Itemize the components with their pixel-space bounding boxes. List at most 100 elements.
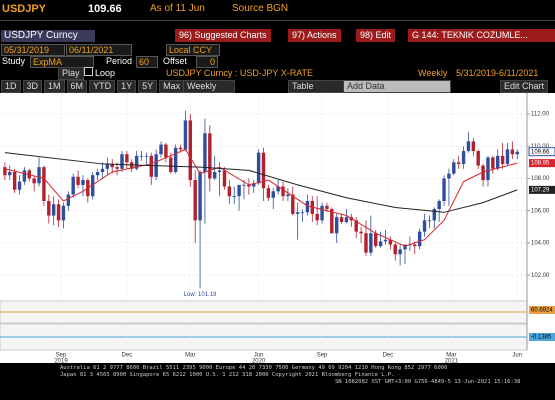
candle-body <box>291 194 295 214</box>
candle-body <box>466 141 471 152</box>
range-button[interactable]: 3D <box>22 80 43 93</box>
y-tick-label: 106.00 <box>531 208 550 214</box>
x-tick-label: Sep <box>317 353 328 359</box>
table[interactable]: Table <box>288 80 344 93</box>
candle-body <box>500 155 505 164</box>
candle-body <box>56 204 61 221</box>
candle-body <box>413 244 417 247</box>
footer-line: Japan 81 3 4565 8900 Singapore 65 6212 1… <box>60 372 395 378</box>
candle-body <box>198 171 202 221</box>
candle-body <box>178 147 183 150</box>
add-data[interactable]: Add Data <box>343 80 451 93</box>
currency[interactable]: Local CCY <box>166 44 220 56</box>
edit[interactable]: 98) Edit <box>356 29 396 42</box>
candle-body <box>120 154 124 169</box>
candle-body <box>261 152 266 189</box>
y-tick-label: 104.00 <box>531 241 550 247</box>
candle-body <box>378 241 383 247</box>
x-tick-label: Mar <box>185 353 195 359</box>
x-tick-label: Dec <box>122 353 133 359</box>
launchpad[interactable]: G 144: TEKNIK COZUMLE... <box>408 29 555 42</box>
candle-body <box>144 155 149 157</box>
candle-body <box>417 231 422 247</box>
candle-body <box>47 201 51 216</box>
x-tick-label: Jun <box>254 353 264 359</box>
annotation: Low: 101.19 <box>184 292 217 298</box>
indicator-label: -0.1385 <box>531 335 552 341</box>
candle-body <box>330 209 334 234</box>
candle-body <box>212 171 217 179</box>
candle-body <box>256 152 261 184</box>
loop[interactable]: Loop <box>84 67 115 79</box>
range-button[interactable]: Max <box>159 80 185 93</box>
y-tick-label: 102.00 <box>531 273 550 279</box>
x-tick-label: Mar <box>446 353 456 359</box>
candle-body <box>432 209 436 221</box>
candle-body <box>461 151 466 164</box>
candle-body <box>71 176 75 195</box>
range-button[interactable]: YTD <box>89 80 116 93</box>
candle-body <box>37 167 41 184</box>
candle-body <box>8 171 12 176</box>
candle-body <box>286 194 290 197</box>
candle-body <box>76 176 80 185</box>
candle-body <box>110 163 114 168</box>
range-button[interactable]: 6M <box>66 80 88 93</box>
candle-body <box>325 205 329 210</box>
y-tick-label: 108.00 <box>531 176 550 182</box>
range-button[interactable]: 1D <box>1 80 21 93</box>
candle-body <box>437 201 441 210</box>
frequency[interactable]: Weekly <box>183 80 235 93</box>
candle-body <box>374 233 378 247</box>
candle-body <box>81 180 85 185</box>
candle-body <box>188 120 193 181</box>
candle-body <box>471 141 476 152</box>
range-button[interactable]: 5Y <box>138 80 158 93</box>
candle-body <box>305 201 310 213</box>
play[interactable]: Play <box>58 67 84 80</box>
period[interactable]: 60 <box>136 56 158 68</box>
offset[interactable]: 0 <box>196 56 218 68</box>
candle-body <box>51 204 56 216</box>
candle-body <box>217 170 222 172</box>
candle-body <box>334 217 339 234</box>
candle-body <box>91 175 95 197</box>
edit-chart[interactable]: Edit Chart <box>500 80 549 93</box>
footer-line: Australia 61 2 9777 8600 Brazil 5511 239… <box>60 365 448 371</box>
value-tag-label: 107.29 <box>531 187 550 193</box>
candle-body <box>61 205 66 221</box>
candle-body <box>403 244 407 250</box>
candle-body <box>427 220 432 222</box>
candle-body <box>295 212 300 214</box>
moving-average <box>4 152 518 213</box>
candle-body <box>159 144 163 155</box>
range-button[interactable]: 1M <box>44 80 65 93</box>
security-field[interactable]: USDJPY Curncy <box>1 30 95 42</box>
candle-body <box>252 183 256 187</box>
ticker: USDJPY <box>2 3 47 15</box>
checkbox[interactable] <box>84 67 93 76</box>
study-label: Study <box>2 56 26 66</box>
candle-body <box>193 180 197 221</box>
candle-body <box>149 155 153 177</box>
value-tag <box>529 333 555 341</box>
start-date[interactable]: 05/31/2019 <box>1 44 65 56</box>
candle-body <box>276 186 280 192</box>
candle-body <box>22 170 27 182</box>
candle-body <box>281 186 285 197</box>
suggested-charts[interactable]: 96) Suggested Charts <box>175 29 271 42</box>
actions[interactable]: 97) Actions <box>288 29 341 42</box>
value-tag-label: 109.66 <box>531 149 550 155</box>
candle-body <box>359 231 363 234</box>
candle-body <box>115 167 119 169</box>
value-tag <box>529 306 555 314</box>
x-tick-label: Jun <box>512 353 522 359</box>
end-date[interactable]: 06/11/2021 <box>66 44 132 56</box>
year-label: 2021 <box>445 359 459 363</box>
range-button[interactable]: 1Y <box>117 80 137 93</box>
chart-title: USDJPY Curncy : USD-JPY X-RATE <box>166 68 314 78</box>
offset-label: Offset <box>163 56 187 66</box>
candle-body <box>222 170 227 187</box>
candle-body <box>486 157 490 181</box>
